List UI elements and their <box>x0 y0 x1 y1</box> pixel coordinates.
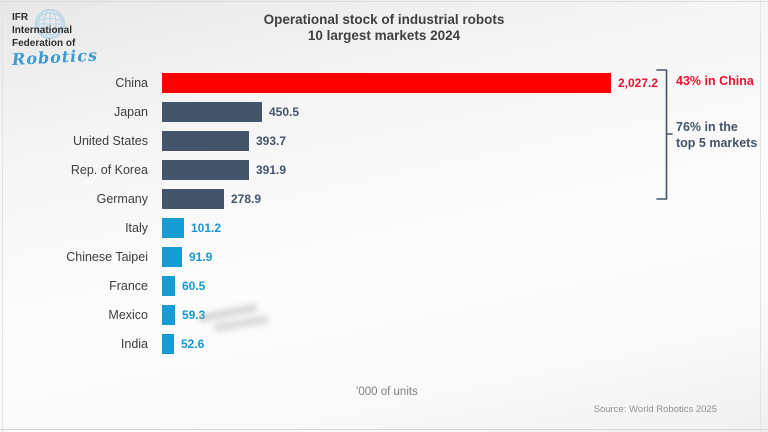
logo-text-international: International <box>12 25 73 36</box>
bar-row: Chinese Taipei 91.9 <box>0 242 700 271</box>
slide-border-right <box>760 0 761 432</box>
bar <box>162 217 184 238</box>
value-label: 278.9 <box>231 191 262 206</box>
category-label: Rep. of Korea <box>70 162 148 177</box>
source-note: Source: World Robotics 2025 <box>593 404 717 415</box>
chart-title-line1: Operational stock of industrial robots <box>263 12 505 27</box>
chart-title-line2: 10 largest markets 2024 <box>307 28 461 43</box>
bar-row: Italy 101.2 <box>0 213 700 242</box>
bar <box>162 159 249 180</box>
ifr-logo: IFR International Federation of Robotics <box>12 9 132 69</box>
category-label: Germany <box>96 191 148 206</box>
bar <box>162 188 224 209</box>
bar <box>162 304 175 325</box>
bar <box>162 72 611 93</box>
annotation-top5-line1: 76% in the <box>676 120 738 134</box>
bar-row: Germany 278.9 <box>0 184 700 213</box>
category-label: Mexico <box>108 307 148 322</box>
category-label: France <box>109 278 148 293</box>
bar <box>162 101 262 122</box>
slide-border-top <box>0 1 768 2</box>
value-label: 391.9 <box>256 162 287 177</box>
logo-text-ifr: IFR <box>12 12 29 23</box>
value-label: 59.3 <box>182 307 206 322</box>
value-label: 2,027.2 <box>618 75 659 90</box>
slide-border-bottom <box>0 429 768 430</box>
bar <box>162 130 249 151</box>
value-label: 450.5 <box>269 104 300 119</box>
slide-border-left <box>2 0 3 432</box>
category-label: India <box>120 336 148 351</box>
bar-row: France 60.5 <box>0 271 700 300</box>
value-label: 393.7 <box>256 133 287 148</box>
category-label: Japan <box>113 104 148 119</box>
category-label: Chinese Taipei <box>66 249 148 264</box>
category-label: United States <box>72 133 148 148</box>
annotation-top5-share: 76% in the top 5 markets <box>676 120 757 151</box>
annotation-top5-line2: top 5 markets <box>676 135 758 150</box>
bar <box>162 333 174 354</box>
bar-row: China 2,027.2 <box>0 68 700 97</box>
chart-title: Operational stock of industrial robots 1… <box>0 12 768 44</box>
globe-icon <box>35 9 65 39</box>
bar-row: India 52.6 <box>0 329 700 358</box>
bar-row: United States 393.7 <box>0 126 700 155</box>
bar-row: Mexico 59.3 <box>0 300 700 329</box>
axis-unit-note: '000 of units <box>356 386 418 398</box>
category-label: China <box>115 75 148 90</box>
bar-row: Rep. of Korea 391.9 <box>0 155 700 184</box>
bar <box>162 246 182 267</box>
value-label: 91.9 <box>189 249 213 264</box>
value-label: 101.2 <box>191 220 222 235</box>
bar <box>162 275 175 296</box>
bar-chart: China 2,027.2 Japan 450.5 United States … <box>0 68 700 358</box>
top5-bracket-icon <box>656 69 673 200</box>
logo-text-federation: Federation of <box>12 38 76 49</box>
category-label: Italy <box>125 220 148 235</box>
value-label: 60.5 <box>182 278 206 293</box>
bar-row: Japan 450.5 <box>0 97 700 126</box>
value-label: 52.6 <box>181 336 205 351</box>
annotation-china-share: 43% in China <box>676 74 754 88</box>
